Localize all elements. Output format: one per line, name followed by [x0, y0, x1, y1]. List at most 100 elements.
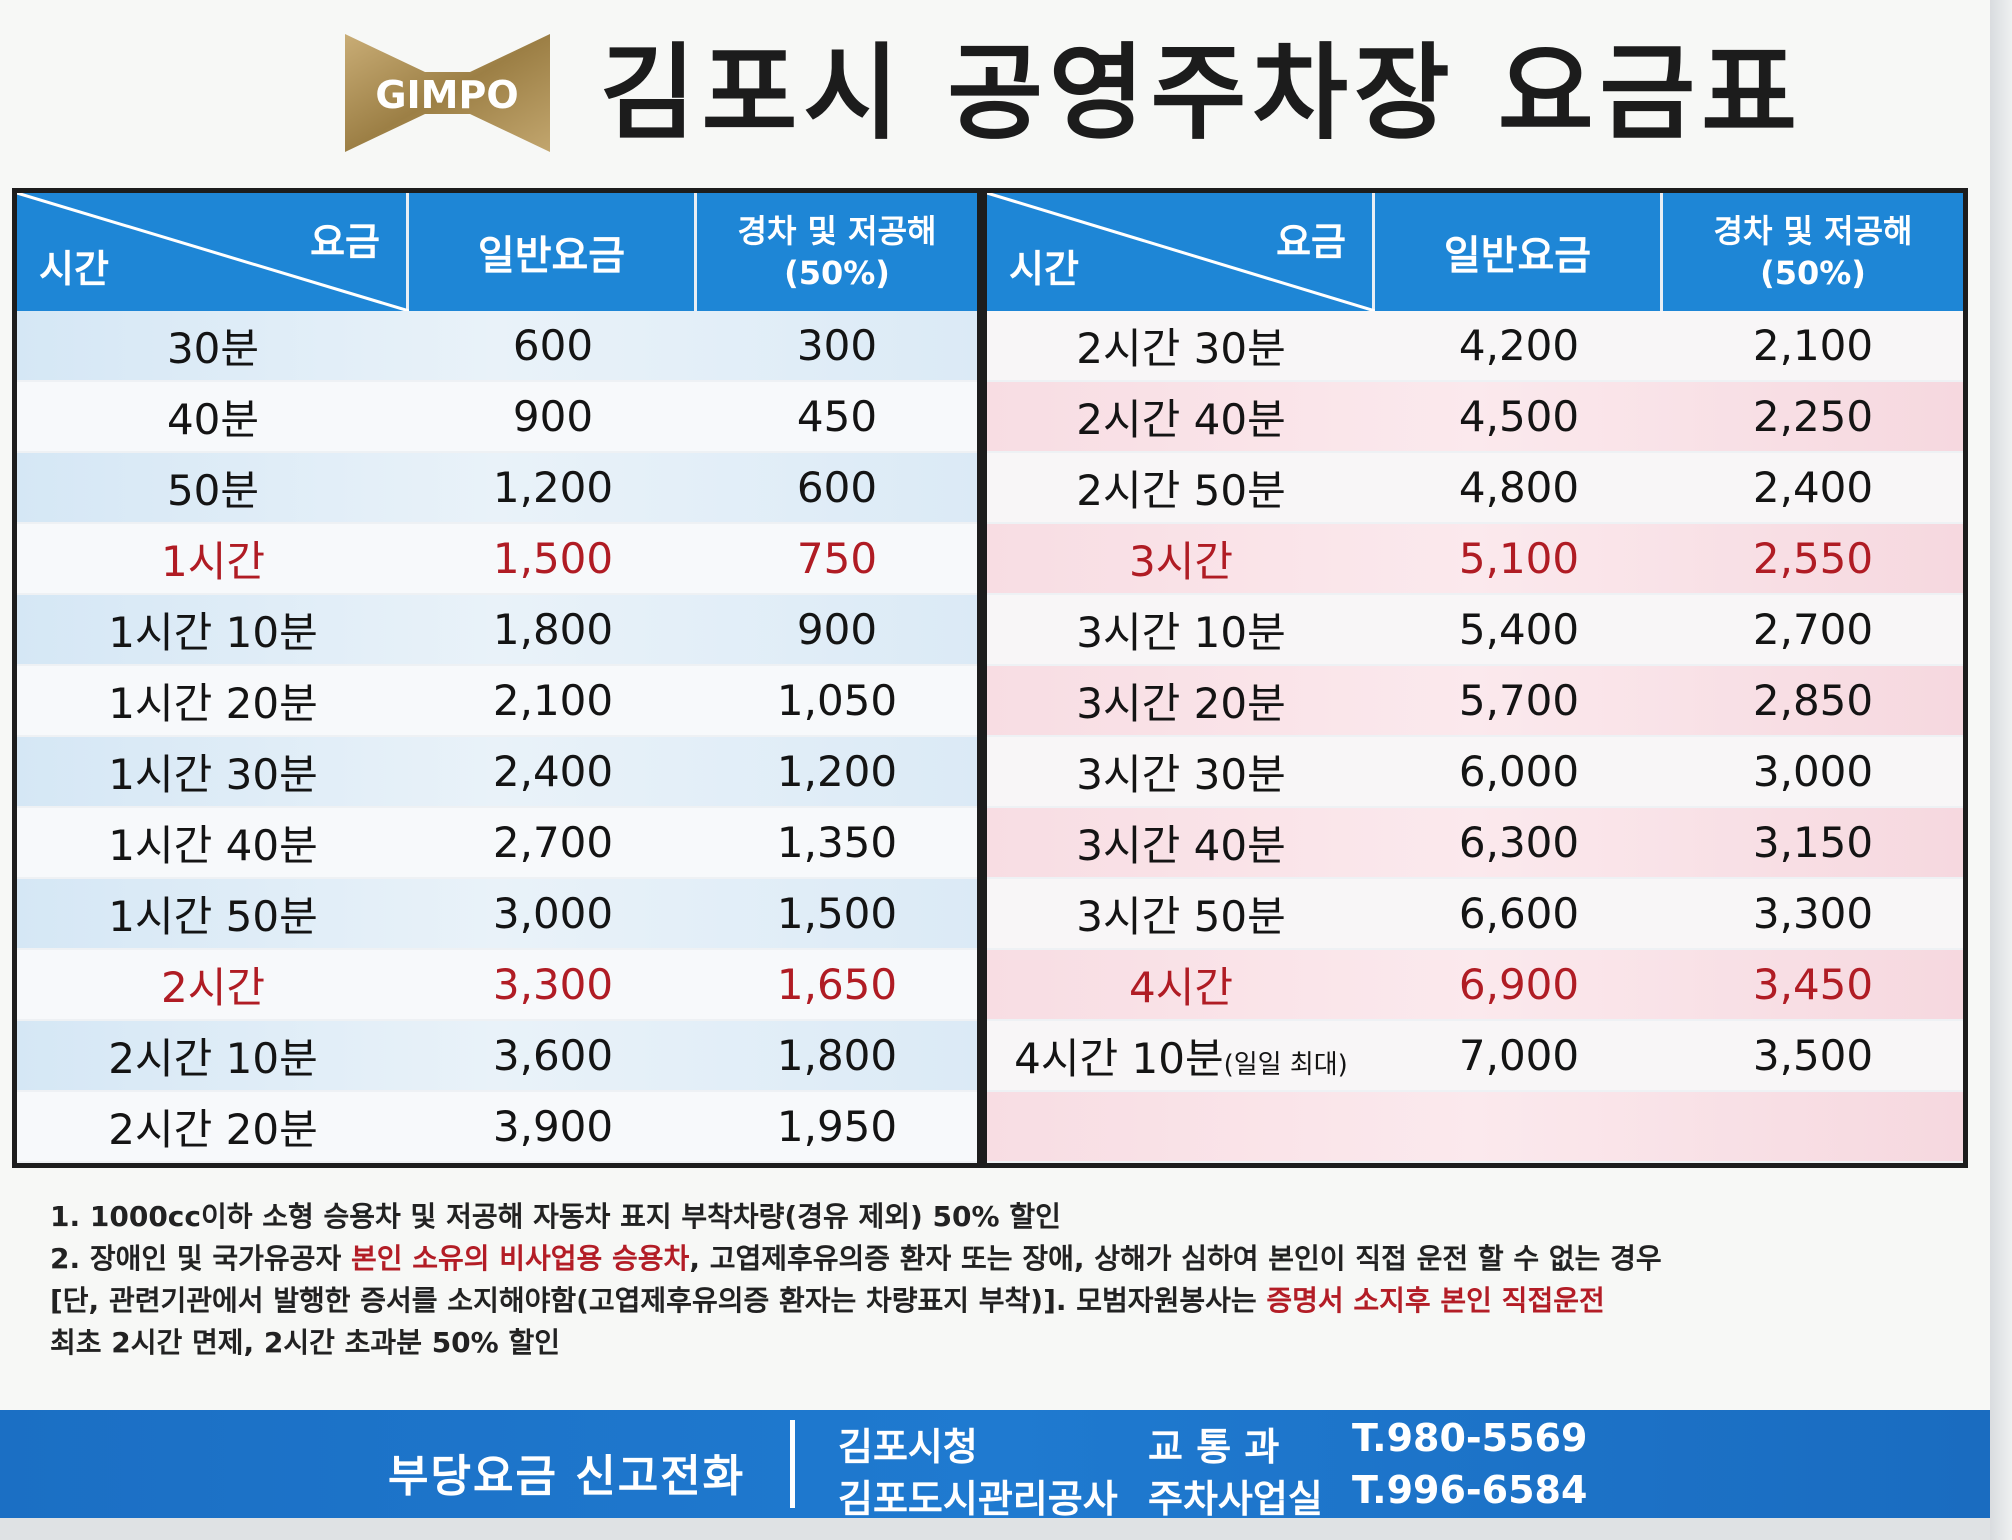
discount-fee-cell: 3,150	[1663, 818, 1963, 867]
table-row	[987, 1092, 1963, 1163]
discount-fee-cell-text: 3,450	[1752, 960, 1874, 1009]
corner-time-label: 시간	[39, 247, 109, 291]
normal-fee-cell-text: 5,100	[1458, 534, 1580, 583]
corner-header: 요금 시간	[987, 193, 1375, 311]
normal-fee-cell-text: 6,300	[1458, 818, 1580, 867]
time-cell: 2시간 20분	[17, 1096, 409, 1157]
normal-fee-cell-text: 3,600	[492, 1031, 614, 1080]
contact-org-1: 김포시청	[838, 1425, 978, 1469]
discount-fee-cell: 450	[697, 392, 977, 441]
discount-fee-cell-text: 2,400	[1752, 463, 1874, 512]
time-cell: 1시간 20분	[17, 670, 409, 731]
table-row: 3시간 20분 5,700 2,850	[987, 666, 1963, 737]
normal-fee-cell: 4,800	[1375, 463, 1663, 512]
corner-time-label: 시간	[1009, 247, 1079, 291]
normal-fee-cell-text: 900	[512, 392, 594, 441]
normal-fee-cell: 6,900	[1375, 960, 1663, 1009]
time-cell-text: 1시간 10분	[108, 608, 318, 657]
contact-dept-1: 교 통 과	[1148, 1425, 1280, 1469]
discount-fee-cell: 1,650	[697, 960, 977, 1009]
discount-header-line2: (50%)	[784, 254, 890, 292]
time-cell: 40분	[17, 386, 409, 447]
footer-divider	[790, 1420, 795, 1508]
normal-fee-cell-text: 4,500	[1458, 392, 1580, 441]
normal-fee-cell: 600	[409, 321, 697, 370]
time-cell: 3시간 30분	[987, 741, 1375, 802]
normal-fee-cell: 1,800	[409, 605, 697, 654]
normal-fee-cell: 3,000	[409, 889, 697, 938]
normal-fee-cell: 5,100	[1375, 534, 1663, 583]
page-title: 김포시 공영주차장 요금표	[600, 32, 1803, 154]
time-cell-text: 2시간 40분	[1076, 395, 1286, 444]
discount-fee-cell: 1,200	[697, 747, 977, 796]
discount-fee-cell-text: 1,050	[776, 676, 898, 725]
time-cell-text: 1시간 30분	[108, 750, 318, 799]
time-cell: 2시간 10분	[17, 1025, 409, 1086]
discount-fee-cell-text: 1,800	[776, 1031, 898, 1080]
normal-fee-cell: 2,100	[409, 676, 697, 725]
time-cell: 1시간	[17, 528, 409, 589]
corner-fee-label: 요금	[1276, 220, 1346, 264]
discount-fee-cell-text: 1,200	[776, 747, 898, 796]
discount-fee-cell-text: 2,250	[1752, 392, 1874, 441]
discount-fee-cell: 3,450	[1663, 960, 1963, 1009]
bottom-strip	[0, 1518, 1990, 1540]
table-row: 1시간 30분 2,400 1,200	[17, 737, 977, 808]
normal-fee-cell-text: 4,200	[1458, 321, 1580, 370]
time-cell-text: 50분	[166, 466, 260, 515]
discount-fee-cell: 3,500	[1663, 1031, 1963, 1080]
discount-fee-cell-text: 1,350	[776, 818, 898, 867]
contact-tel-1: T.980-5569	[1352, 1416, 1588, 1460]
logo-text: GIMPO	[375, 73, 518, 117]
discount-fee-cell: 1,050	[697, 676, 977, 725]
time-cell: 2시간 30분	[987, 315, 1375, 376]
normal-fee-cell-text: 2,400	[492, 747, 614, 796]
note-3-text: [단, 관련기관에서 발행한 증서를 소지해야함(고엽제후유의증 환자는 차량표…	[50, 1284, 1267, 1317]
normal-fee-cell: 6,000	[1375, 747, 1663, 796]
time-cell-text: 2시간	[160, 963, 265, 1012]
discount-fee-cell: 2,700	[1663, 605, 1963, 654]
note-3: [단, 관련기관에서 발행한 증서를 소지해야함(고엽제후유의증 환자는 차량표…	[50, 1280, 1950, 1322]
time-cell-text: 1시간	[160, 537, 265, 586]
normal-fee-cell: 5,700	[1375, 676, 1663, 725]
discount-fee-cell-text: 3,500	[1752, 1031, 1874, 1080]
discount-fee-cell: 2,100	[1663, 321, 1963, 370]
discount-fee-cell-text: 750	[796, 534, 878, 583]
time-cell: 30분	[17, 315, 409, 376]
time-cell-text: 1시간 40분	[108, 821, 318, 870]
time-cell: 1시간 10분	[17, 599, 409, 660]
discount-fee-cell: 750	[697, 534, 977, 583]
normal-fee-cell-text: 2,100	[492, 676, 614, 725]
normal-fee-cell-text: 5,700	[1458, 676, 1580, 725]
time-cell-text: 1시간 20분	[108, 679, 318, 728]
gimpo-logo-mark: GIMPO	[345, 34, 550, 152]
table-row: 1시간 50분 3,000 1,500	[17, 879, 977, 950]
discount-fee-cell: 2,250	[1663, 392, 1963, 441]
time-cell-text: 3시간 50분	[1076, 892, 1286, 941]
table-row: 2시간 10분 3,600 1,800	[17, 1021, 977, 1092]
normal-fee-cell-text: 6,600	[1458, 889, 1580, 938]
table-row: 3시간 10분 5,400 2,700	[987, 595, 1963, 666]
normal-fee-cell-text: 1,500	[492, 534, 614, 583]
normal-fee-cell: 3,600	[409, 1031, 697, 1080]
normal-fee-cell-text: 7,000	[1458, 1031, 1580, 1080]
time-cell: 3시간 40분	[987, 812, 1375, 873]
table-row: 1시간 1,500 750	[17, 524, 977, 595]
discount-fee-cell-text: 3,300	[1752, 889, 1874, 938]
contact-dept-2: 주차사업실	[1148, 1477, 1323, 1521]
normal-fee-cell: 5,400	[1375, 605, 1663, 654]
table-row: 4시간 10분(일일 최대) 7,000 3,500	[987, 1021, 1963, 1092]
table-header: 요금 시간 일반요금 경차 및 저공해 (50%)	[17, 193, 977, 311]
time-cell-text: 40분	[166, 395, 260, 444]
discount-fee-cell: 600	[697, 463, 977, 512]
table-header: 요금 시간 일반요금 경차 및 저공해 (50%)	[987, 193, 1963, 311]
board-edge	[1990, 0, 2012, 1540]
time-cell-text: 2시간 50분	[1076, 466, 1286, 515]
time-cell-text: 3시간 40분	[1076, 821, 1286, 870]
normal-fee-cell: 7,000	[1375, 1031, 1663, 1080]
note-2-text: 2. 장애인 및 국가유공자	[50, 1242, 351, 1275]
note-3-highlight: 증명서 소지후 본인 직접운전	[1266, 1284, 1605, 1317]
table-row: 2시간 40분 4,500 2,250	[987, 382, 1963, 453]
discount-fee-cell-text: 900	[796, 605, 878, 654]
